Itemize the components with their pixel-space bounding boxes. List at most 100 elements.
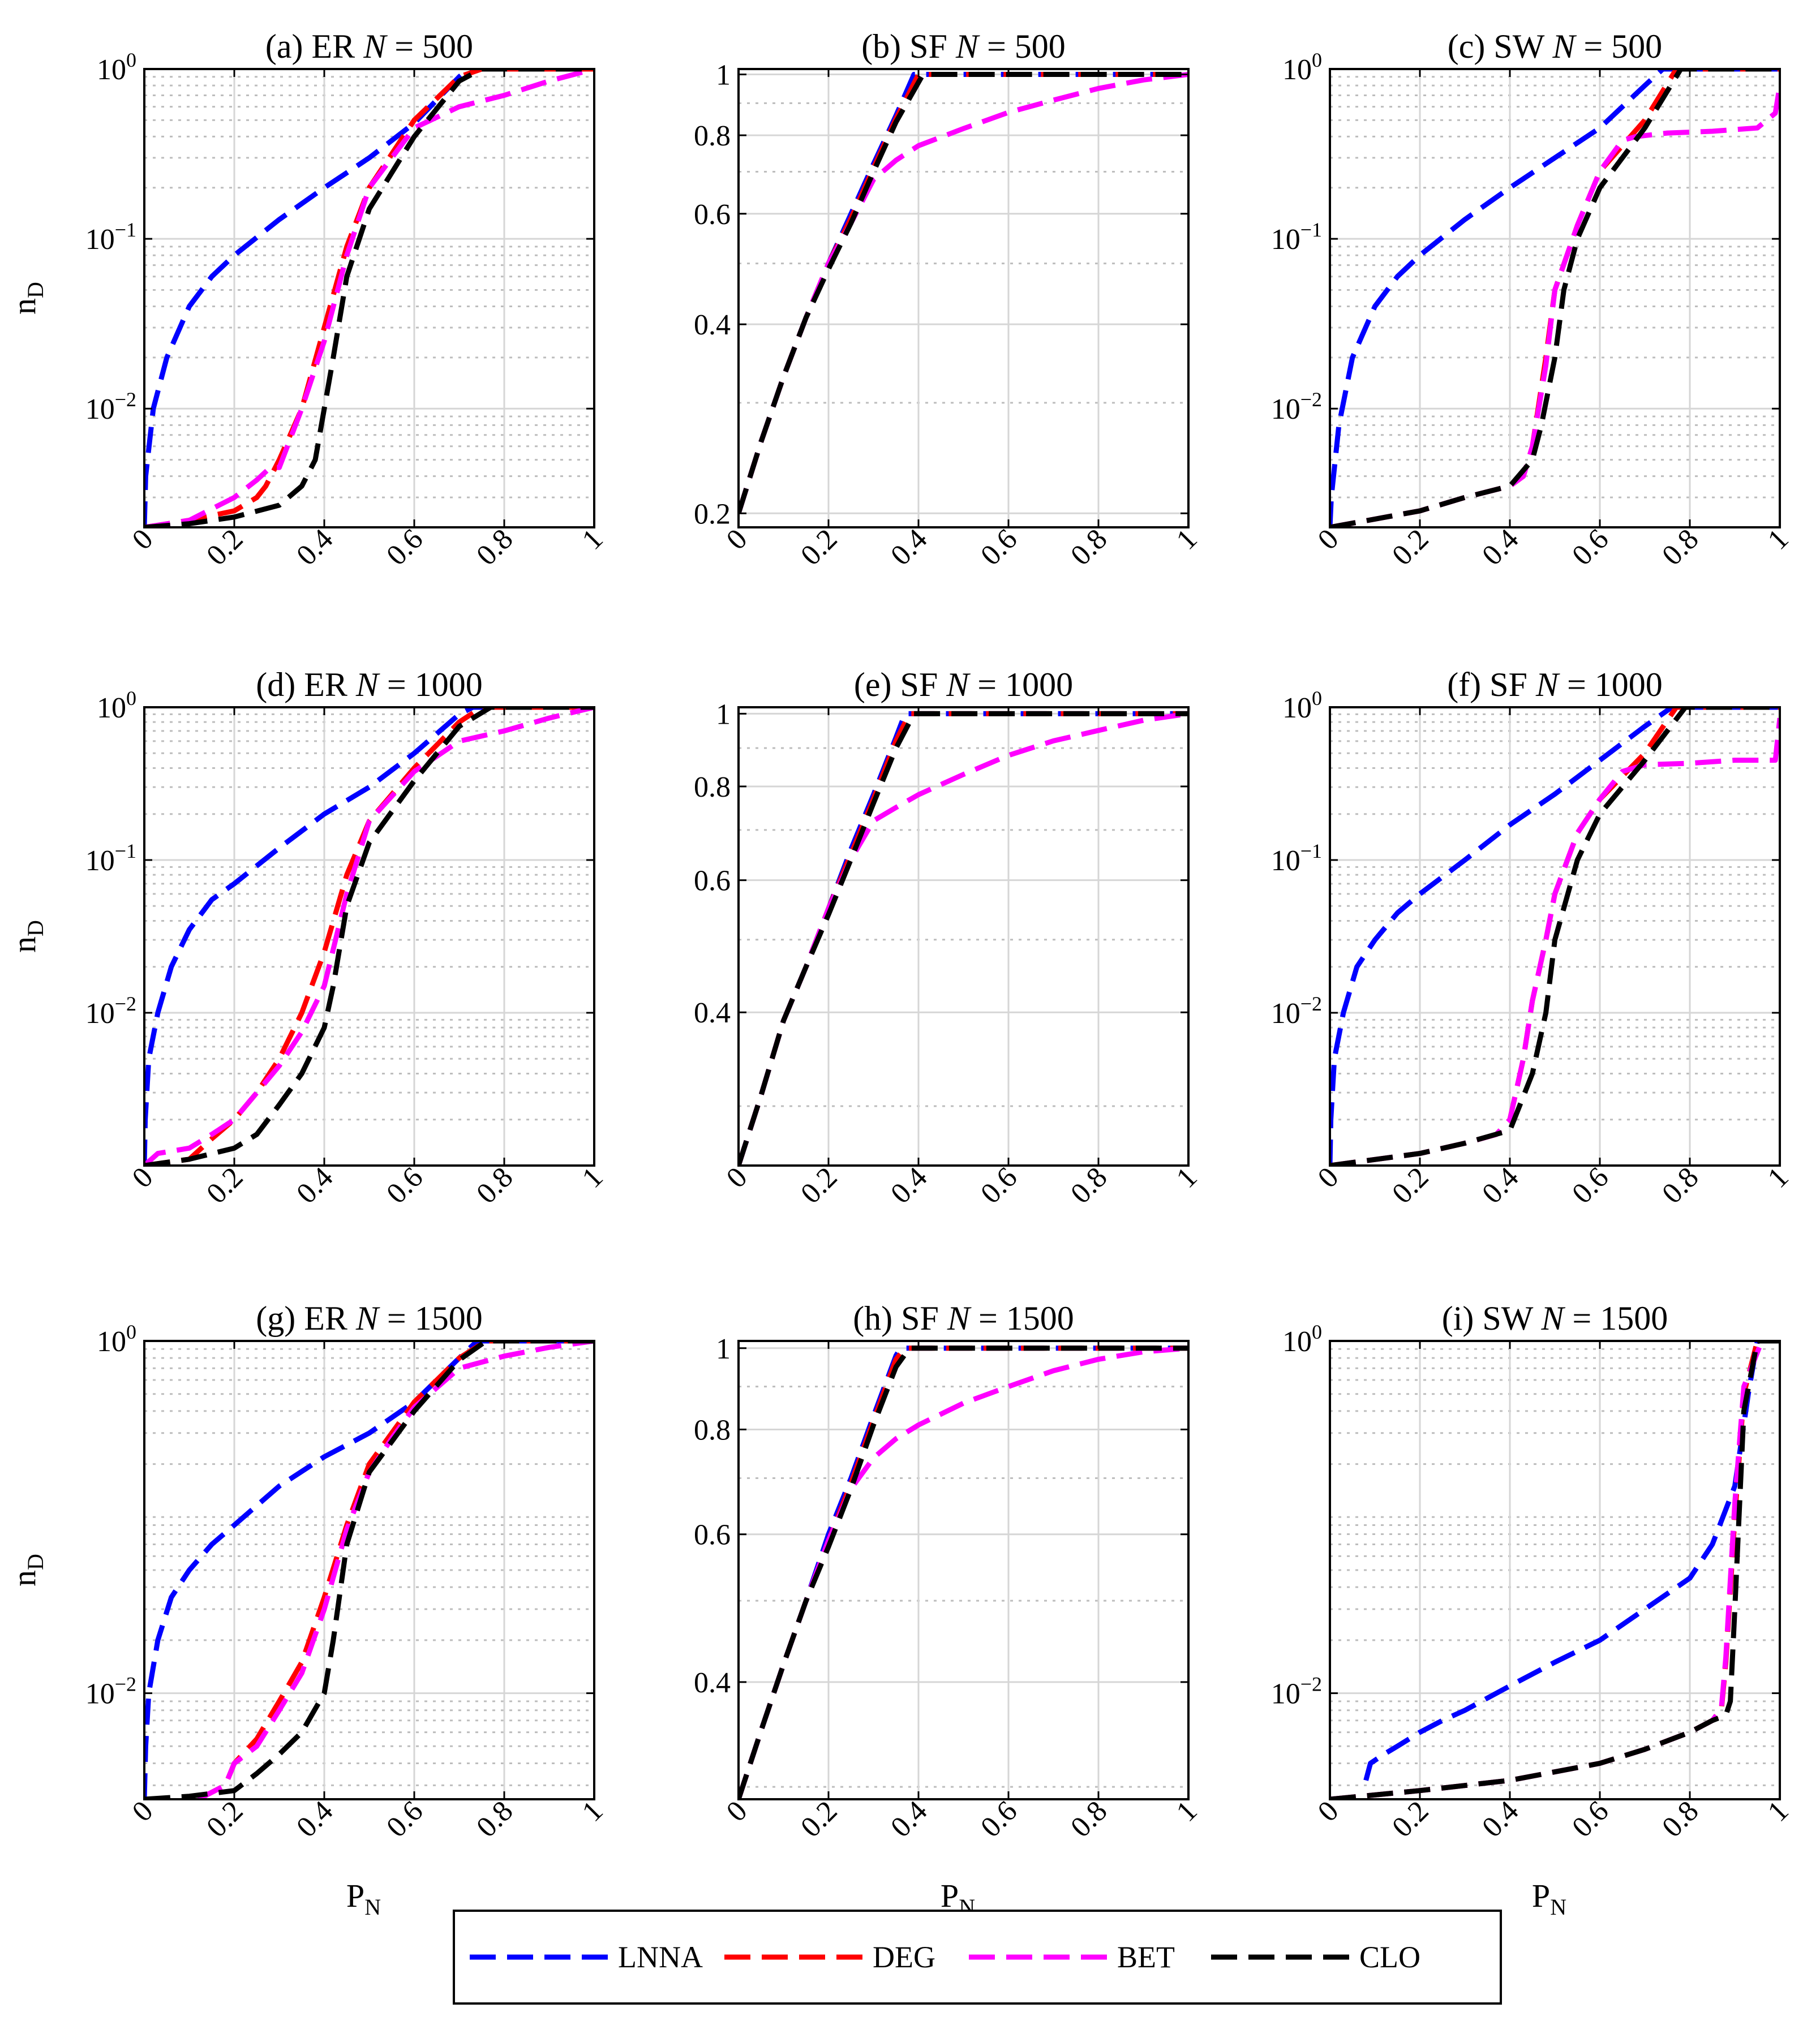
- y-tick-label: 0.4: [694, 997, 731, 1029]
- series-line-bet: [144, 707, 594, 1166]
- legend-label-lnna: LNNA: [618, 1940, 703, 1974]
- y-tick-exponent: 0: [1312, 687, 1322, 710]
- x-tick-label: 0.4: [290, 523, 339, 571]
- y-tick-base: 10: [97, 692, 126, 724]
- y-tick-label: 0.6: [694, 199, 731, 231]
- panel-title-value: = 500: [1575, 28, 1662, 65]
- y-tick-base: 10: [85, 1678, 115, 1710]
- x-tick-label: 0.6: [975, 1795, 1023, 1843]
- panel-title-label: (d) ER: [256, 666, 347, 703]
- series-group: [144, 69, 594, 527]
- y-tick-label: 0.8: [694, 771, 731, 803]
- panel-title-variable: N: [355, 666, 380, 703]
- x-tick-label: 0.4: [885, 523, 933, 571]
- y-tick-exponent: −2: [115, 388, 136, 411]
- panel-title: (a) ER N = 500: [265, 28, 473, 65]
- panel-title-value: = 500: [386, 28, 473, 65]
- x-tick-label: 0.8: [470, 523, 519, 571]
- panel-title-variable: N: [363, 28, 388, 65]
- x-tick-label: 0.6: [1566, 1161, 1615, 1210]
- y-tick-label: 1: [716, 59, 731, 92]
- y-tick-base: 10: [97, 54, 126, 86]
- panel-title-label: (b) SF: [861, 28, 947, 65]
- y-tick-label: 0.2: [694, 498, 731, 530]
- panel-title-variable: N: [1535, 666, 1560, 703]
- panel-title-label: (f) SF: [1447, 666, 1527, 703]
- panel-title-value: = 1500: [1564, 1300, 1668, 1337]
- panel-title: (g) ER N = 1500: [256, 1300, 483, 1337]
- panel-h: 0 0.2 0.4 0.6 0.8 110.80.60.4(h) SF N = 1500P…: [694, 1300, 1203, 1920]
- x-tick-label: 0.8: [1064, 1795, 1113, 1843]
- y-tick-label: 100: [1282, 49, 1322, 86]
- x-tick-label: 0.8: [470, 1795, 519, 1843]
- x-tick-label: 0.2: [795, 1795, 843, 1843]
- y-tick-label: 10−1: [1271, 218, 1322, 256]
- series-line-clo: [144, 1341, 594, 1799]
- panel-title: (d) ER N = 1000: [256, 666, 483, 703]
- y-tick-exponent: 0: [126, 49, 136, 71]
- x-tick-label: 0.4: [1476, 1161, 1525, 1210]
- y-tick-label: 10−1: [85, 840, 136, 877]
- x-tick-label: 0.6: [380, 1795, 429, 1843]
- x-tick-label: 0.4: [885, 1161, 933, 1210]
- y-tick-label: 1: [716, 1333, 731, 1365]
- y-tick-exponent: −1: [115, 840, 136, 862]
- y-tick-exponent: 0: [126, 1321, 136, 1343]
- y-tick-label: 10−2: [1271, 992, 1322, 1030]
- legend-label-clo: CLO: [1359, 1940, 1420, 1974]
- panel-title-variable: N: [947, 1300, 972, 1337]
- plot-frame: [1329, 68, 1781, 528]
- y-tick-base: 10: [1282, 54, 1312, 86]
- series-line-clo: [739, 711, 1188, 1166]
- series-line-clo: [1330, 69, 1780, 527]
- panel-title-label: (e) SF: [854, 666, 938, 703]
- x-axis-label-main: P: [941, 1877, 959, 1914]
- panel-title-variable: N: [1540, 1300, 1565, 1337]
- panel-title-value: = 1500: [970, 1300, 1074, 1337]
- y-tick-label: 100: [97, 49, 136, 86]
- plot-frame: [737, 1340, 1190, 1800]
- y-tick-base: 10: [1271, 998, 1300, 1030]
- y-tick-base: 10: [85, 845, 115, 877]
- y-tick-label: 100: [1282, 687, 1322, 724]
- series-group: [1330, 69, 1780, 527]
- y-tick-exponent: −2: [1300, 1673, 1322, 1696]
- legend-label-deg: DEG: [873, 1940, 935, 1974]
- series-line-clo: [1330, 707, 1780, 1166]
- y-tick-exponent: −2: [1300, 992, 1322, 1015]
- y-tick-label: 100: [97, 1321, 136, 1358]
- y-tick-label: 100: [1282, 1321, 1322, 1358]
- panel-title-label: (i) SW: [1442, 1300, 1534, 1337]
- series-line-lnna: [739, 1345, 1188, 1799]
- series-line-lnna: [144, 707, 594, 1166]
- series-line-lnna: [739, 72, 1188, 514]
- y-tick-base: 10: [1271, 845, 1300, 877]
- panel-title-value: = 1000: [379, 666, 483, 703]
- x-tick-label: 0.2: [200, 1795, 249, 1843]
- series-group: [739, 1345, 1188, 1799]
- panel-b: 0 0.2 0.4 0.6 0.8 110.80.60.40.2(b) SF N = 50…: [694, 28, 1203, 571]
- panel-title-value: = 1500: [379, 1300, 483, 1337]
- y-tick-base: 10: [97, 1326, 126, 1358]
- y-tick-exponent: −2: [115, 992, 136, 1015]
- x-axis-label-main: P: [346, 1877, 364, 1914]
- panel-title-variable: N: [355, 1300, 380, 1337]
- series-group: [739, 711, 1188, 1166]
- y-axis-label-main: n: [6, 1570, 42, 1587]
- panel-title-label: (c) SW: [1448, 28, 1545, 65]
- y-axis-label: nD: [6, 1554, 48, 1587]
- x-tick-label: 0.2: [200, 523, 249, 571]
- y-tick-base: 10: [85, 393, 115, 425]
- panel-title: (i) SW N = 1500: [1442, 1300, 1668, 1337]
- y-tick-label: 10−2: [1271, 1673, 1322, 1710]
- y-axis-label-main: n: [6, 298, 42, 315]
- series-group: [1330, 1341, 1780, 1799]
- x-tick-label: 0.8: [1656, 523, 1705, 571]
- x-tick-label: 0.4: [290, 1161, 339, 1210]
- series-line-clo: [1330, 1341, 1780, 1799]
